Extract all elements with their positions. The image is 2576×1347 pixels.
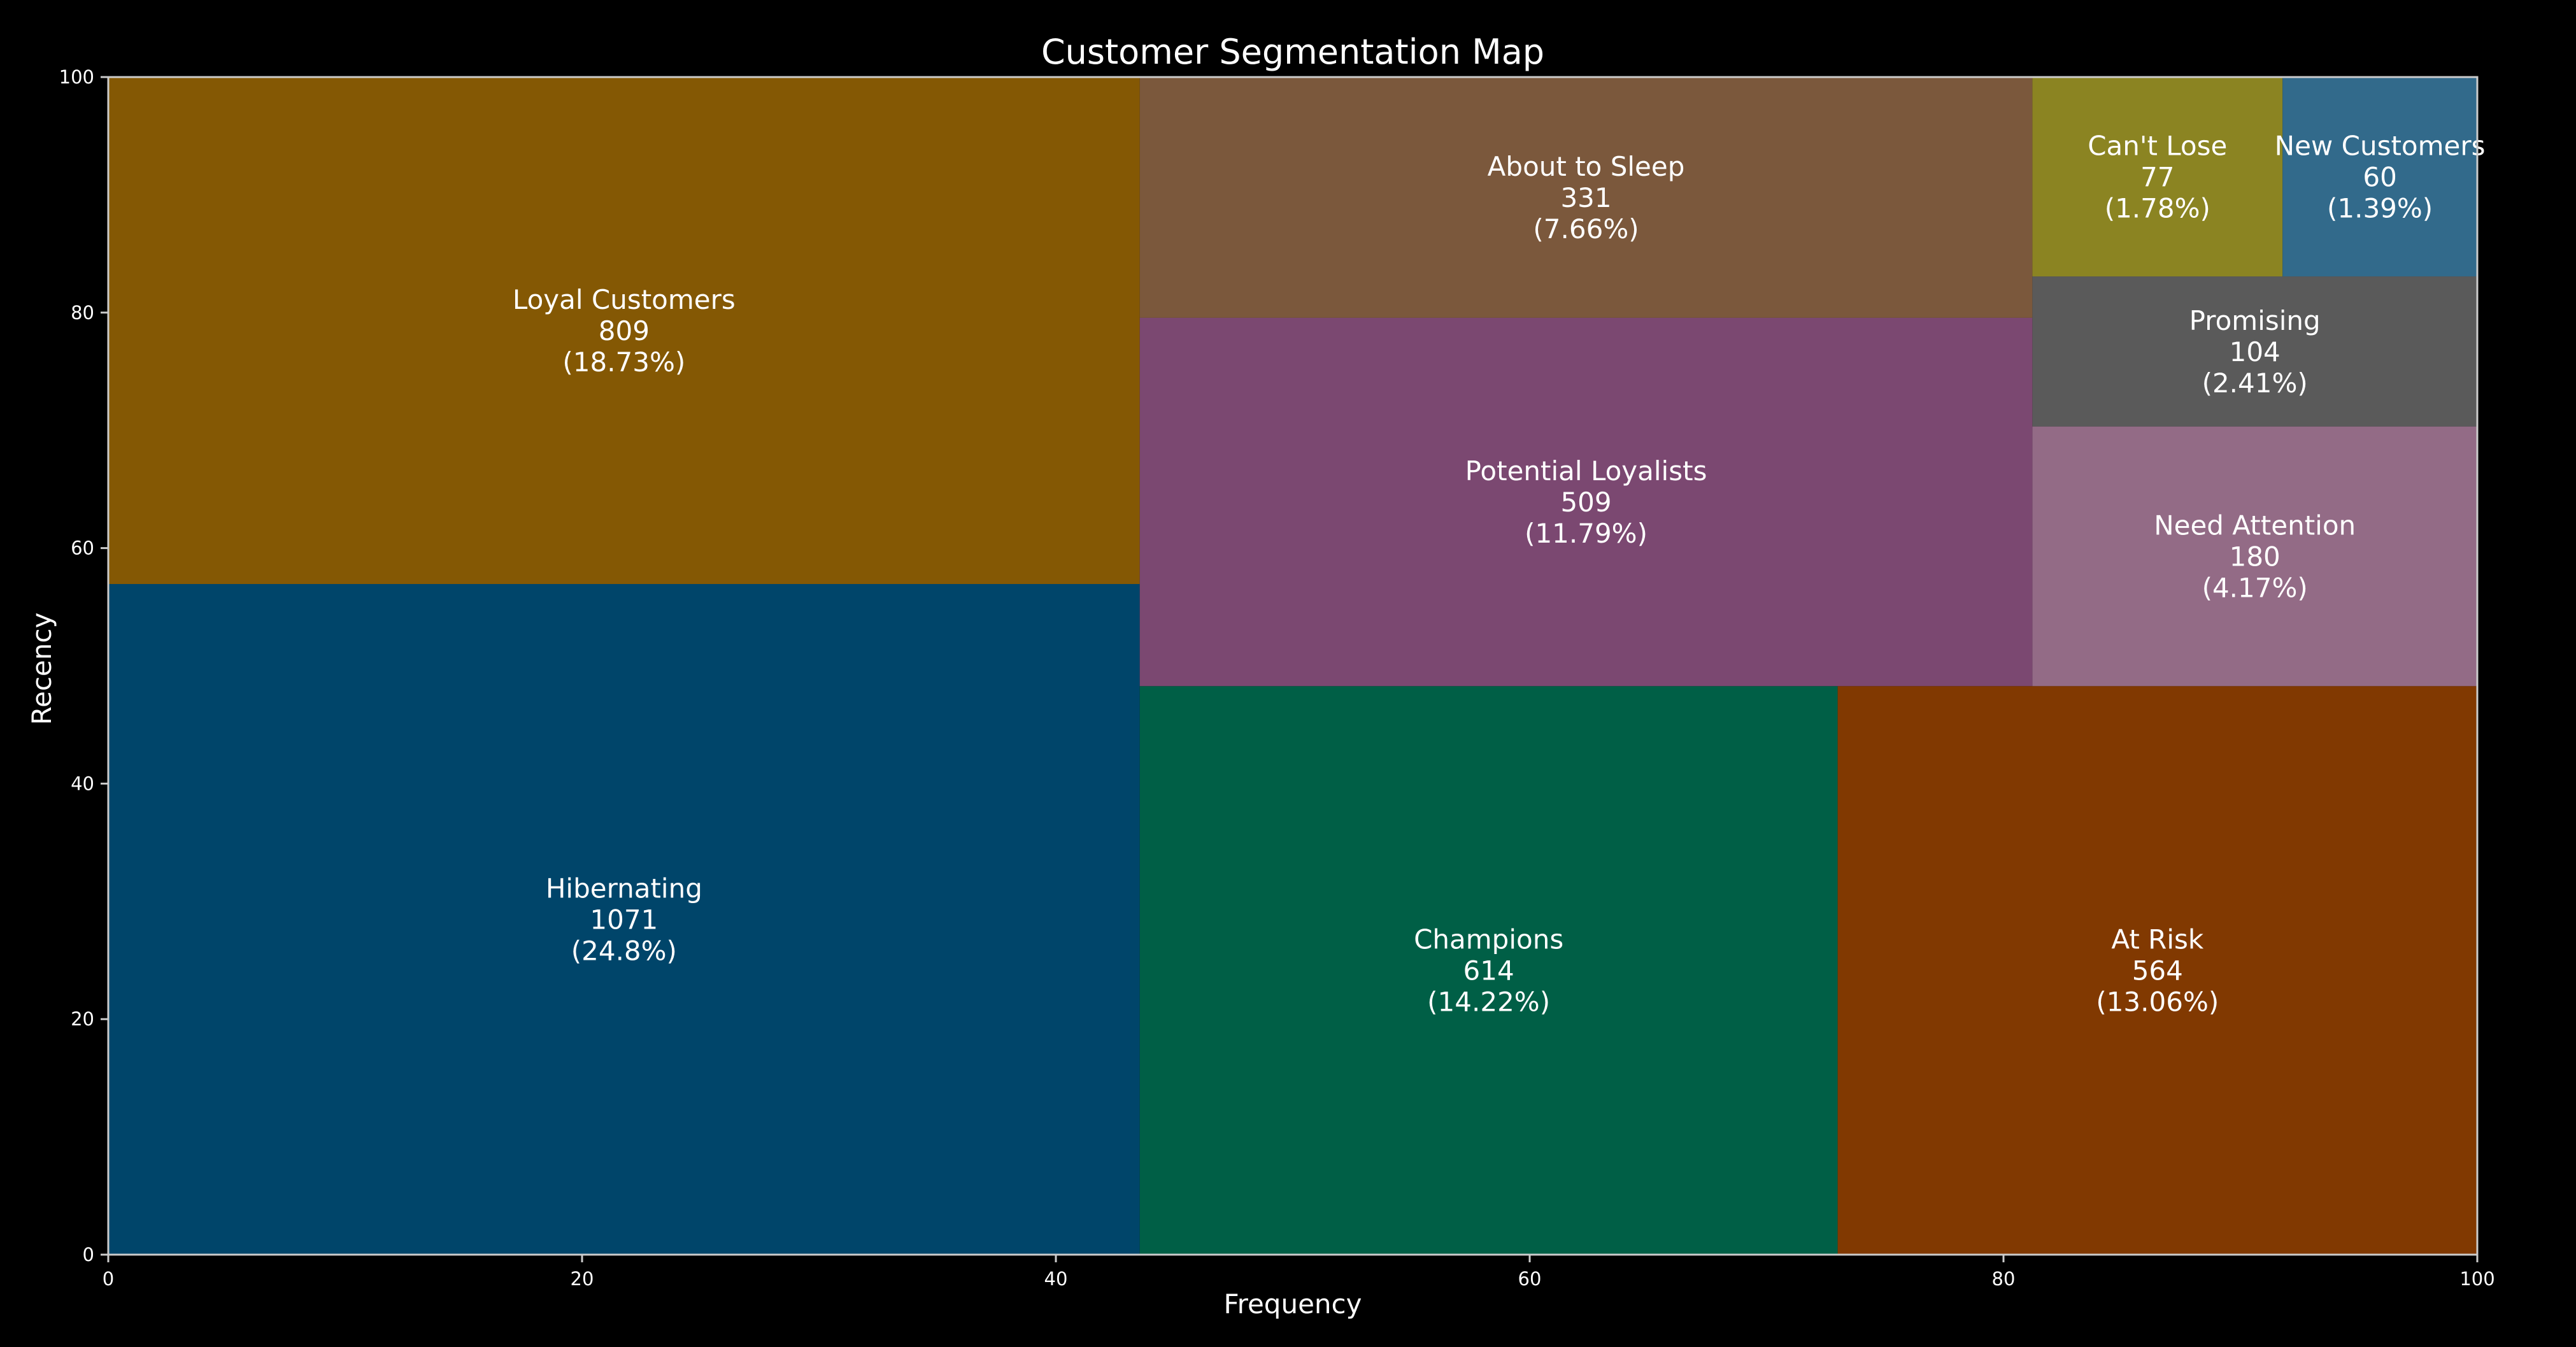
segment-value-loyal-customers: 809: [599, 315, 650, 346]
segment-rect-about-to-sleep: [1139, 77, 2033, 318]
y-tick-label: 20: [71, 1008, 94, 1030]
segment-rect-can-t-lose: [2032, 77, 2283, 277]
y-axis-label: Recency: [26, 613, 57, 725]
y-tick-label: 40: [71, 773, 94, 794]
segment-value-hibernating: 1071: [590, 904, 658, 935]
segment-rect-at-risk: [1837, 686, 2477, 1255]
segment-value-champions: 614: [1463, 955, 1514, 987]
segment-percent-potential-loyalists: (11.79%): [1525, 518, 1647, 549]
segment-label-new-customers: New Customers: [2275, 131, 2486, 162]
segment-percent-need-attention: (4.17%): [2202, 572, 2308, 603]
segment-rect-potential-loyalists: [1139, 317, 2033, 687]
segment-percent-new-customers: (1.39%): [2327, 193, 2433, 224]
segment-rect-new-customers: [2282, 77, 2477, 277]
x-tick-label: 20: [571, 1268, 594, 1290]
segment-value-can-t-lose: 77: [2140, 162, 2174, 193]
y-tick-label: 0: [83, 1244, 94, 1265]
segment-value-promising: 104: [2230, 336, 2281, 367]
segment-value-need-attention: 180: [2230, 541, 2281, 572]
segment-percent-at-risk: (13.06%): [2096, 987, 2219, 1018]
segment-rect-hibernating: [108, 583, 1140, 1255]
segment-label-promising: Promising: [2189, 305, 2321, 336]
segment-percent-loyal-customers: (18.73%): [562, 346, 685, 378]
x-axis-label: Frequency: [1224, 1288, 1362, 1320]
segment-percent-champions: (14.22%): [1427, 987, 1550, 1018]
y-tick-label: 80: [71, 302, 94, 324]
segment-label-about-to-sleep: About to Sleep: [1488, 151, 1685, 182]
segment-label-hibernating: Hibernating: [546, 873, 702, 904]
segment-label-need-attention: Need Attention: [2154, 510, 2356, 541]
segment-percent-promising: (2.41%): [2202, 367, 2308, 399]
segment-label-loyal-customers: Loyal Customers: [513, 284, 736, 315]
segment-rect-champions: [1139, 686, 1838, 1255]
segment-label-can-t-lose: Can't Lose: [2088, 131, 2227, 162]
y-tick-label: 100: [59, 66, 94, 88]
segment-value-at-risk: 564: [2132, 955, 2183, 987]
segment-percent-about-to-sleep: (7.66%): [1533, 213, 1639, 245]
segment-rect-loyal-customers: [108, 77, 1140, 584]
segment-label-at-risk: At Risk: [2111, 924, 2204, 955]
segment-rect-need-attention: [2032, 426, 2477, 687]
segment-value-about-to-sleep: 331: [1560, 182, 1611, 213]
x-tick-label: 0: [103, 1268, 114, 1290]
y-ticks-layer: 0 20 40 60 80 100: [59, 66, 108, 1265]
segment-value-potential-loyalists: 509: [1560, 487, 1611, 518]
x-tick-label: 80: [1992, 1268, 2016, 1290]
x-tick-label: 40: [1044, 1268, 1068, 1290]
segment-percent-hibernating: (24.8%): [571, 935, 677, 966]
segment-rect-promising: [2032, 276, 2477, 427]
x-tick-label: 100: [2459, 1268, 2494, 1290]
x-ticks-layer: 0 20 40 60 80 100: [103, 1255, 2495, 1290]
segment-value-new-customers: 60: [2363, 162, 2396, 193]
y-tick-label: 60: [71, 538, 94, 559]
x-tick-label: 60: [1518, 1268, 1542, 1290]
segment-label-potential-loyalists: Potential Loyalists: [1465, 455, 1707, 487]
segment-label-champions: Champions: [1414, 924, 1563, 955]
chart-title: Customer Segmentation Map: [1041, 32, 1544, 72]
axes-frame: [107, 76, 2479, 1256]
segment-percent-can-t-lose: (1.78%): [2105, 193, 2210, 224]
